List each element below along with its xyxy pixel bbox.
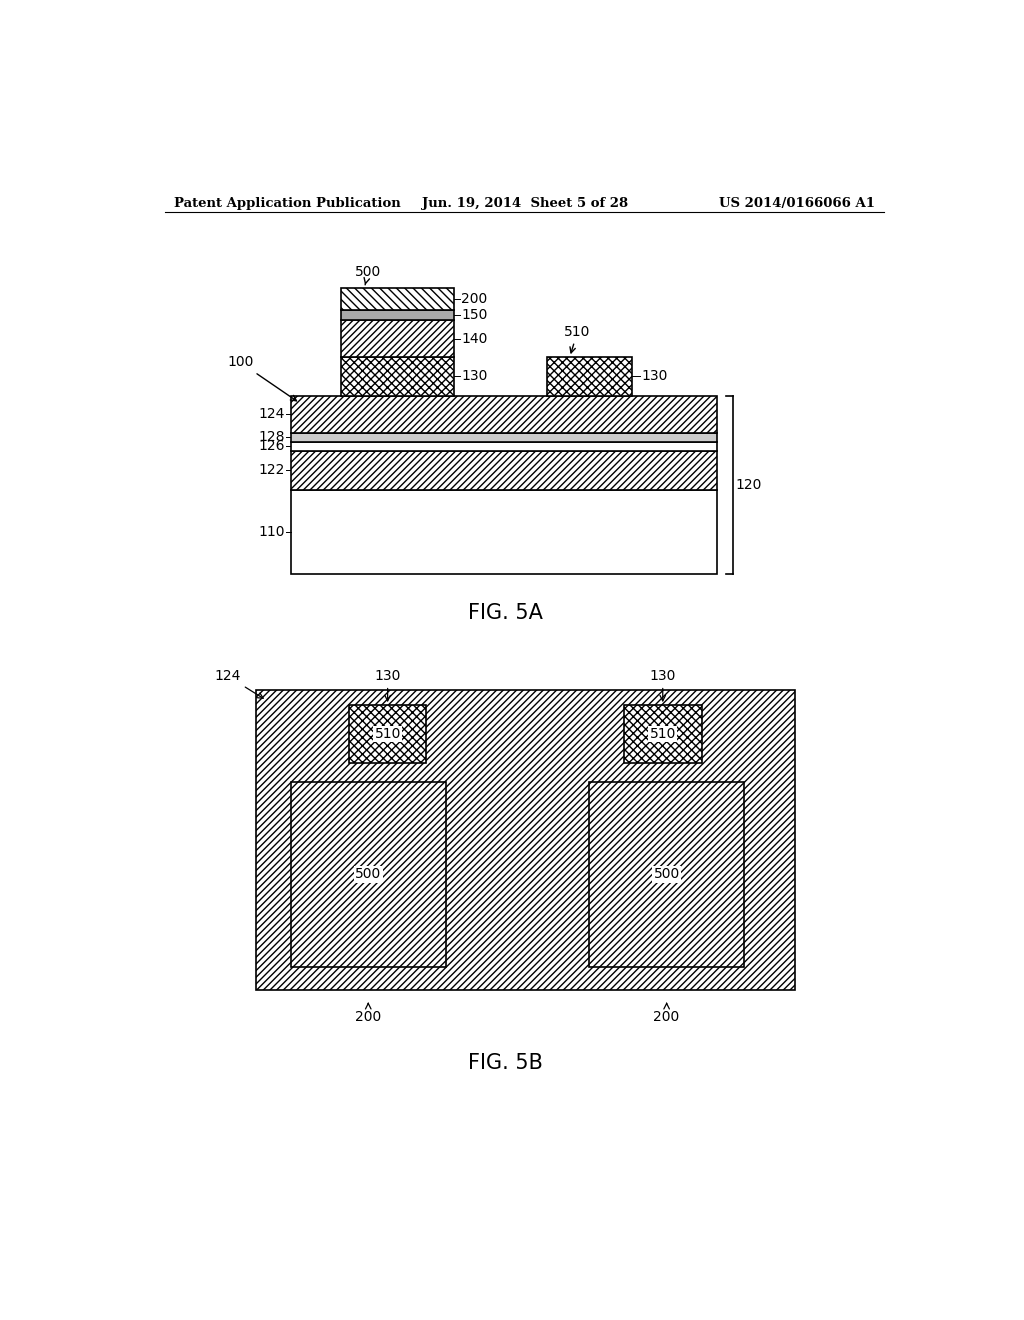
Text: 510: 510 <box>564 325 591 352</box>
Text: Jun. 19, 2014  Sheet 5 of 28: Jun. 19, 2014 Sheet 5 of 28 <box>422 197 628 210</box>
FancyBboxPatch shape <box>547 358 632 396</box>
FancyBboxPatch shape <box>291 442 717 451</box>
FancyBboxPatch shape <box>341 288 454 310</box>
FancyBboxPatch shape <box>341 310 454 321</box>
Text: 200: 200 <box>355 1003 381 1024</box>
Text: 126: 126 <box>258 440 285 453</box>
Text: 510: 510 <box>375 727 400 741</box>
FancyBboxPatch shape <box>291 781 445 966</box>
FancyBboxPatch shape <box>291 451 717 490</box>
Text: 110: 110 <box>258 525 285 539</box>
Text: 200: 200 <box>653 1003 680 1024</box>
Text: 120: 120 <box>735 478 762 492</box>
FancyBboxPatch shape <box>589 781 744 966</box>
Text: 122: 122 <box>258 463 285 478</box>
FancyBboxPatch shape <box>341 358 454 396</box>
Text: 124: 124 <box>214 669 263 698</box>
Text: 140: 140 <box>461 331 487 346</box>
Text: Patent Application Publication: Patent Application Publication <box>174 197 401 210</box>
Text: 500: 500 <box>653 867 680 882</box>
Text: 130: 130 <box>641 370 668 383</box>
Text: 510: 510 <box>649 727 676 741</box>
Text: 200: 200 <box>461 292 487 306</box>
Text: 130: 130 <box>375 669 400 701</box>
FancyBboxPatch shape <box>624 705 701 763</box>
Text: 500: 500 <box>355 867 381 882</box>
Text: 128: 128 <box>258 430 285 444</box>
FancyBboxPatch shape <box>291 490 717 574</box>
FancyBboxPatch shape <box>349 705 426 763</box>
FancyBboxPatch shape <box>341 321 454 358</box>
Text: FIG. 5B: FIG. 5B <box>468 1053 543 1073</box>
Text: US 2014/0166066 A1: US 2014/0166066 A1 <box>719 197 876 210</box>
FancyBboxPatch shape <box>291 396 717 433</box>
FancyBboxPatch shape <box>256 689 795 990</box>
Text: 130: 130 <box>649 669 676 701</box>
Text: FIG. 5A: FIG. 5A <box>468 603 543 623</box>
Text: 100: 100 <box>227 355 297 401</box>
Text: 124: 124 <box>258 407 285 421</box>
FancyBboxPatch shape <box>291 433 717 442</box>
Text: 150: 150 <box>461 308 487 322</box>
Text: 130: 130 <box>461 370 487 383</box>
Text: 500: 500 <box>355 265 381 285</box>
